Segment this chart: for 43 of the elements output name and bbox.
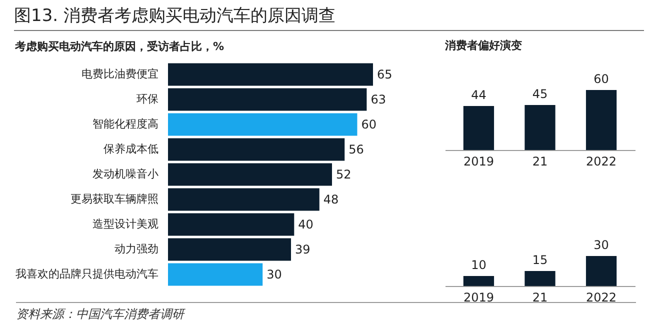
- bar: [168, 163, 332, 186]
- x-tick-label: 21: [532, 290, 548, 304]
- y-tick-label: 电费比油费便宜: [82, 68, 158, 80]
- text: 资料来源：中国汽车消费者调研: [16, 306, 184, 323]
- y-tick-label: 环保: [136, 92, 158, 106]
- y-tick-label: 动力强劲: [114, 242, 158, 256]
- chart-title: 消费者偏好演变: [444, 39, 522, 52]
- data-label: 40: [298, 218, 314, 232]
- bar: [168, 238, 291, 261]
- x-tick-label: 2022: [586, 154, 617, 168]
- bar: [168, 263, 263, 286]
- data-label: 45: [532, 87, 548, 101]
- bar: [168, 188, 320, 211]
- data-label: 39: [295, 242, 310, 256]
- bar: [168, 113, 358, 136]
- data-label: 56: [348, 142, 364, 156]
- data-label: 48: [323, 192, 339, 206]
- data-label: 65: [377, 68, 392, 82]
- bar: [168, 213, 294, 236]
- x-tick-label: 2019: [463, 290, 494, 304]
- bar: [168, 88, 367, 111]
- y-tick-label: 更易获取车辆牌照: [70, 192, 158, 206]
- y-tick-label: 保养成本低: [104, 142, 158, 156]
- data-label: 60: [361, 118, 377, 132]
- data-label: 30: [266, 268, 282, 282]
- y-tick-label: 智能化程度高: [92, 118, 158, 130]
- data-label: 52: [336, 168, 352, 182]
- x-tick-label: 2019: [463, 154, 494, 168]
- data-label: 60: [594, 72, 609, 86]
- y-tick-label: 我喜欢的品牌只提供电动汽车: [16, 268, 158, 280]
- bar: [168, 63, 373, 86]
- y-tick-label: 造型设计美观: [92, 218, 158, 230]
- data-label: 63: [370, 92, 386, 106]
- y-tick-label: 发动机噪音小: [92, 168, 158, 180]
- chart-title: 图13. 消费者考虑购买电动汽车的原因调查: [14, 4, 644, 31]
- data-label: 15: [532, 253, 548, 267]
- data-label: 10: [471, 258, 486, 272]
- data-label: 44: [471, 88, 486, 102]
- data-label: 30: [594, 238, 609, 252]
- bar: [168, 138, 345, 161]
- chart-subtitle: 考虑购买电动汽车的原因，受访者占比，%: [14, 40, 224, 53]
- x-tick-label: 21: [532, 154, 548, 168]
- x-tick-label: 2022: [586, 290, 617, 304]
